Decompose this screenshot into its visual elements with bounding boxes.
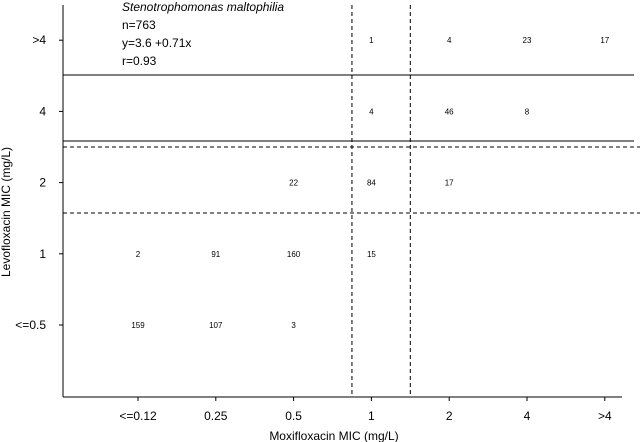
cell-count: 15 bbox=[367, 250, 376, 259]
sample-size: n=763 bbox=[122, 18, 156, 32]
cell-count: 4 bbox=[369, 107, 374, 116]
cell-count: 2 bbox=[136, 250, 141, 259]
cell-count: 91 bbox=[211, 250, 220, 259]
x-axis-label: Moxifloxacin MIC (mg/L) bbox=[269, 429, 398, 442]
cell-count: 22 bbox=[289, 179, 298, 188]
x-tick-label: 4 bbox=[524, 409, 531, 423]
y-tick-label: 4 bbox=[39, 104, 46, 118]
cell-count: 84 bbox=[367, 179, 376, 188]
organism-title: Stenotrophomonas maltophilia bbox=[122, 0, 284, 14]
cell-count: 107 bbox=[209, 321, 223, 330]
cell-count: 3 bbox=[291, 321, 296, 330]
cell-count: 23 bbox=[523, 36, 532, 45]
y-tick-label: 2 bbox=[39, 176, 46, 190]
cell-count: 160 bbox=[287, 250, 301, 259]
x-tick-label: <=0.12 bbox=[119, 409, 157, 423]
y-tick-label: 1 bbox=[39, 247, 46, 261]
x-tick-label: >4 bbox=[598, 409, 612, 423]
cell-count: 159 bbox=[131, 321, 145, 330]
y-tick-label: <=0.5 bbox=[15, 318, 46, 332]
x-tick-label: 2 bbox=[446, 409, 453, 423]
cell-count: 4 bbox=[447, 36, 452, 45]
plot-lines bbox=[62, 5, 640, 398]
cell-count: 8 bbox=[525, 107, 530, 116]
x-tick-label: 1 bbox=[368, 409, 375, 423]
x-tick-label: 0.25 bbox=[204, 409, 228, 423]
correlation-coefficient: r=0.93 bbox=[122, 54, 157, 68]
cell-count: 17 bbox=[445, 179, 454, 188]
y-tick-label: >4 bbox=[32, 33, 46, 47]
cell-count: 17 bbox=[600, 36, 609, 45]
regression-equation: y=3.6 +0.71x bbox=[122, 36, 191, 50]
cell-counts: 1 4 23 17 4 46 8 22 84 17 2 91 160 15 159 107 3 bbox=[131, 36, 609, 330]
axis-ticks: <=0.12 0.25 0.5 1 2 4 >4 <=0.5 1 2 4 >4 bbox=[15, 33, 612, 423]
cell-count: 46 bbox=[445, 107, 454, 116]
cell-count: 1 bbox=[369, 36, 374, 45]
x-tick-label: 0.5 bbox=[285, 409, 302, 423]
y-axis-label: Levofloxacin MIC (mg/L) bbox=[0, 147, 13, 277]
